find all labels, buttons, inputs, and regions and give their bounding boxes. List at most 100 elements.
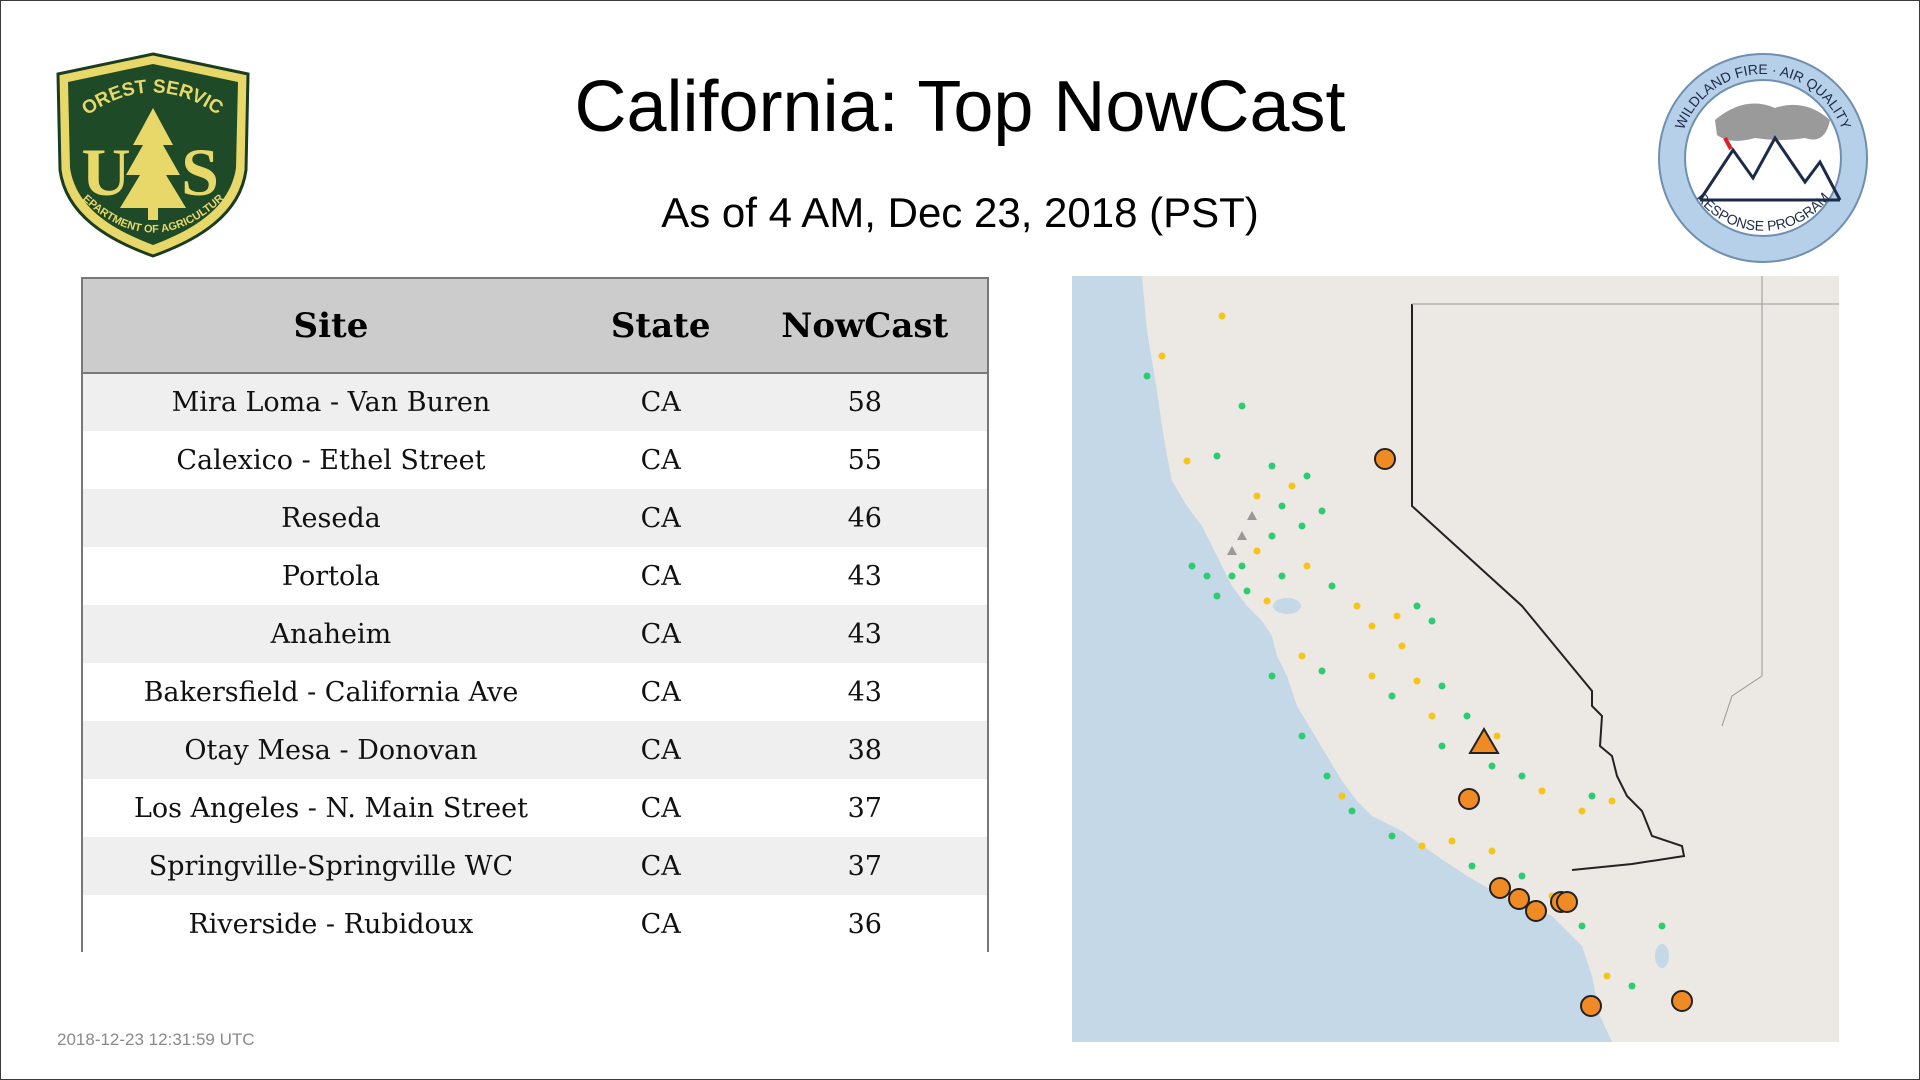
cell-site: Springville-Springville WC [148,850,514,882]
cell-site: Anaheim [270,618,392,650]
land-area [1142,276,1839,1042]
site-marker [1428,712,1436,720]
site-markers [1143,312,1693,1017]
map-canvas [1142,276,1839,1042]
generated-timestamp: 2018-12-23 12:31:59 UTC [57,1030,255,1049]
site-marker [1238,402,1246,410]
table-row: Calexico - Ethel Street CA 55 [83,431,987,489]
site-marker [1323,772,1331,780]
site-marker [1303,472,1311,480]
site-marker [1603,972,1611,980]
page-subtitle: As of 4 AM, Dec 23, 2018 (PST) [661,189,1259,236]
cell-nowcast: 36 [847,908,882,940]
site-marker [1263,597,1271,605]
site-marker [1658,922,1666,930]
table-row: Springville-Springville WC CA 37 [83,837,987,895]
cell-state: CA [640,792,681,824]
cell-state: CA [640,676,681,708]
site-marker [1368,622,1376,630]
site-marker [1253,492,1261,500]
site-marker [1438,682,1446,690]
site-marker-nodata [1237,531,1247,540]
cell-site: Portola [281,560,380,592]
site-marker [1368,672,1376,680]
forest-service-logo: FOREST SERVICE U S DEPARTMENT OF AGRICUL… [48,50,250,258]
site-marker [1298,732,1306,740]
site-marker [1388,692,1396,700]
site-marker [1203,572,1211,580]
site-marker [1213,592,1221,600]
site-marker [1628,982,1636,990]
site-marker [1298,652,1306,660]
cell-nowcast: 43 [847,618,882,650]
site-marker [1488,847,1496,855]
cell-site: Calexico - Ethel Street [176,444,486,476]
site-marker [1268,462,1276,470]
site-marker [1298,522,1306,530]
cell-nowcast: 55 [847,444,882,476]
site-marker [1493,732,1501,740]
site-marker [1463,712,1471,720]
site-marker-usg [1458,788,1480,810]
site-marker [1438,742,1446,750]
cell-state: CA [640,734,681,766]
cell-state: CA [640,618,681,650]
cell-site: Mira Loma - Van Buren [171,387,491,418]
site-marker [1238,562,1246,570]
site-marker [1218,312,1226,320]
site-marker [1328,582,1336,590]
site-marker-usg [1556,891,1578,913]
site-marker [1318,667,1326,675]
site-marker [1488,762,1496,770]
site-marker-usg [1374,448,1396,470]
site-marker [1468,862,1476,870]
site-marker [1398,642,1406,650]
site-marker-usg [1580,995,1602,1017]
site-marker [1268,672,1276,680]
cell-nowcast: 58 [847,387,882,418]
table-row: Reseda CA 46 [83,489,987,547]
cell-nowcast: 43 [847,676,882,708]
site-marker [1288,482,1296,490]
site-marker-usg-triangle [1468,727,1500,754]
svg-text:S: S [181,134,219,210]
cell-site: Los Angeles - N. Main Street [133,792,528,824]
site-marker-usg [1508,888,1530,910]
site-marker [1213,452,1221,460]
table-row: Mira Loma - Van Buren CA 58 [83,373,987,431]
site-marker [1413,677,1421,685]
site-marker [1353,602,1361,610]
wildland-fire-logo: WILDLAND FIRE · AIR QUALITY RESPONSE PRO… [1658,53,1868,263]
cell-nowcast: 38 [847,734,882,766]
site-marker-usg [1525,900,1547,922]
header-state: State [610,305,711,346]
cell-site: Otay Mesa - Donovan [184,734,478,766]
cell-state: CA [640,502,681,534]
cell-state: CA [640,444,681,476]
site-marker [1393,612,1401,620]
site-marker [1448,837,1456,845]
cell-nowcast: 43 [847,560,882,592]
nevada-arizona-border [1721,276,1763,727]
site-marker [1253,547,1261,555]
site-marker [1413,602,1421,610]
site-marker-usg [1671,990,1693,1012]
california-map [1072,276,1839,1042]
site-marker [1578,807,1586,815]
salton-sea [1655,944,1669,968]
table-row: Bakersfield - California Ave CA 43 [83,663,987,721]
site-marker [1518,872,1526,880]
table-row: Los Angeles - N. Main Street CA 37 [83,779,987,837]
site-marker [1418,842,1426,850]
california-border [1411,304,1686,871]
table-row: Portola CA 43 [83,547,987,605]
header-site: Site [293,305,369,346]
site-marker [1538,787,1546,795]
site-marker [1428,617,1436,625]
site-marker [1388,832,1396,840]
site-marker [1228,572,1236,580]
site-marker [1183,457,1191,465]
cell-nowcast: 37 [847,792,882,824]
site-marker [1608,797,1616,805]
site-marker-usg [1489,877,1511,899]
